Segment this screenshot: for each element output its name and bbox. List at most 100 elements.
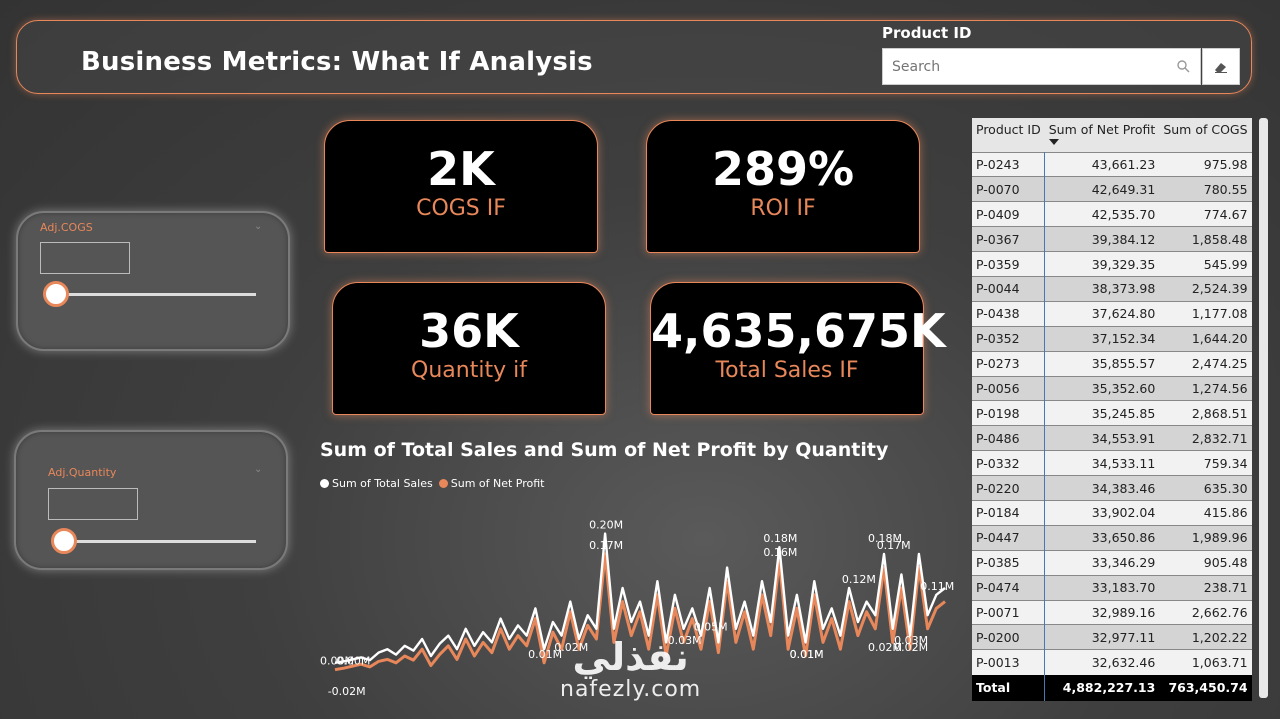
total-cogs: 763,450.74 [1159,674,1252,701]
kpi-cogs-if-value: 2K [427,142,495,196]
data-label: 0.00M [320,655,354,668]
chart-legend: Sum of Total Sales Sum of Net Profit [320,477,545,490]
legend-label-net-profit: Sum of Net Profit [450,477,545,490]
cell-cogs: 1,989.96 [1159,524,1252,551]
cell-net-profit: 34,533.11 [1044,450,1160,476]
table-row[interactable]: P-0447 33,650.86 1,989.96 [972,524,1252,551]
cell-cogs: 635.30 [1159,475,1252,501]
adj-quantity-slider-thumb[interactable] [51,528,77,554]
legend-dot-total-sales [320,479,329,488]
data-label: 0.11M [920,580,954,593]
adj-cogs-parameter-card: Adj.COGS ⌄ [16,211,290,351]
cell-cogs: 2,868.51 [1159,400,1252,426]
sort-descending-icon [1048,139,1059,145]
kpi-total-sales-if-value: 4,635,675K [651,304,946,358]
data-label: 0.18M [763,532,797,545]
chevron-down-icon[interactable]: ⌄ [254,464,263,475]
data-label: 0.05M [694,621,728,634]
data-label: 0.00M [336,655,370,668]
table-row[interactable]: P-0200 32,977.11 1,202.22 [972,624,1252,650]
table-row[interactable]: P-0220 34,383.46 635.30 [972,475,1252,501]
table-row[interactable]: P-0385 33,346.29 905.48 [972,549,1252,576]
cell-net-profit: 32,632.46 [1044,649,1160,675]
cell-product-id: P-0200 [972,624,1046,650]
cell-net-profit: 39,384.12 [1044,226,1160,252]
table-scrollbar[interactable] [1259,118,1268,698]
table-row[interactable]: P-0332 34,533.11 759.34 [972,450,1252,476]
clear-selections-button[interactable] [1202,48,1240,85]
cell-net-profit: 33,650.86 [1044,524,1160,551]
cell-cogs: 1,274.56 [1159,375,1252,401]
data-label: 0.17M [877,539,911,552]
cell-product-id: P-0056 [972,375,1046,401]
table-row[interactable]: P-0474 33,183.70 238.71 [972,574,1252,601]
column-header-product-id[interactable]: Product ID [972,118,1045,152]
data-label: 0.17M [589,539,623,552]
table-row[interactable]: P-0273 35,855.57 2,474.25 [972,350,1252,377]
series-line-total-sales[interactable] [334,532,946,664]
total-net-profit: 4,882,227.13 [1044,674,1160,701]
table-row[interactable]: P-0438 37,624.80 1,177.08 [972,300,1252,327]
table-row[interactable]: P-0352 37,152.34 1,644.20 [972,325,1252,352]
cell-product-id: P-0273 [972,350,1046,377]
adj-quantity-slider-track[interactable] [64,540,256,543]
table-row[interactable]: P-0044 38,373.98 2,524.39 [972,275,1252,302]
legend-dot-net-profit [438,479,448,488]
table-row[interactable]: P-0184 33,902.04 415.86 [972,499,1252,526]
total-label: Total [972,674,1046,701]
cell-net-profit: 33,346.29 [1044,549,1160,576]
adj-quantity-input[interactable] [48,488,138,520]
cell-cogs: 1,063.71 [1159,649,1252,675]
data-label: 0.03M [894,634,928,647]
kpi-cogs-if-card: 2K COGS IF [324,120,598,253]
adj-cogs-slider-thumb[interactable] [43,281,69,307]
line-chart[interactable]: 0.00M0.00M-0.02M0.01M0.02M0.20M0.17M0.03… [310,500,970,700]
cell-product-id: P-0474 [972,574,1046,601]
data-label: 0.02M [554,641,588,654]
table-row[interactable]: P-0071 32,989.16 2,662.76 [972,599,1252,625]
table-row[interactable]: P-0056 35,352.60 1,274.56 [972,375,1252,401]
cell-cogs: 774.67 [1159,201,1252,227]
cell-cogs: 2,524.39 [1159,275,1252,302]
cell-net-profit: 42,535.70 [1044,201,1160,227]
chevron-down-icon[interactable]: ⌄ [254,221,263,232]
data-label: 0.01M [790,648,824,661]
adj-cogs-label: Adj.COGS [40,221,93,234]
table-row[interactable]: P-0359 39,329.35 545.99 [972,251,1252,277]
kpi-total-sales-if-label: Total Sales IF [715,358,859,383]
search-icon[interactable] [1176,59,1190,73]
table-row[interactable]: P-0070 42,649.31 780.55 [972,176,1252,202]
cell-net-profit: 35,352.60 [1044,375,1160,401]
cell-net-profit: 32,977.11 [1044,624,1160,650]
legend-item-net-profit[interactable]: Sum of Net Profit [438,477,545,490]
legend-item-total-sales[interactable]: Sum of Total Sales [320,477,433,490]
cell-cogs: 2,832.71 [1159,425,1252,451]
adj-cogs-input[interactable] [40,242,130,274]
product-id-search-input[interactable] [883,49,1163,84]
cell-cogs: 2,474.25 [1159,350,1252,377]
column-header-net-profit[interactable]: Sum of Net Profit [1044,118,1160,152]
table-row[interactable]: P-0367 39,384.12 1,858.48 [972,226,1252,252]
product-id-slicer-title: Product ID [882,24,972,42]
legend-label-total-sales: Sum of Total Sales [332,477,433,490]
cell-product-id: P-0447 [972,524,1046,551]
data-label: 0.18M [868,532,902,545]
table-row[interactable]: P-0243 43,661.23 975.98 [972,151,1252,177]
cell-net-profit: 33,183.70 [1044,574,1160,601]
series-line-net-profit[interactable] [334,552,946,672]
cell-cogs: 2,662.76 [1159,599,1252,625]
kpi-roi-if-card: 289% ROI IF [646,120,920,253]
cell-cogs: 975.98 [1159,151,1252,177]
adj-cogs-slider-track[interactable] [56,293,256,296]
header-panel: Business Metrics: What If Analysis Produ… [16,20,1252,94]
product-id-search-box[interactable] [882,48,1201,85]
table-total-row: Total 4,882,227.13 763,450.74 [972,674,1252,701]
cell-product-id: P-0243 [972,151,1046,177]
cell-product-id: P-0409 [972,201,1046,227]
cell-product-id: P-0438 [972,300,1046,327]
table-row[interactable]: P-0198 35,245.85 2,868.51 [972,400,1252,426]
table-row[interactable]: P-0486 34,553.91 2,832.71 [972,425,1252,451]
table-row[interactable]: P-0013 32,632.46 1,063.71 [972,649,1252,675]
table-row[interactable]: P-0409 42,535.70 774.67 [972,201,1252,227]
column-header-cogs[interactable]: Sum of COGS [1159,118,1252,152]
